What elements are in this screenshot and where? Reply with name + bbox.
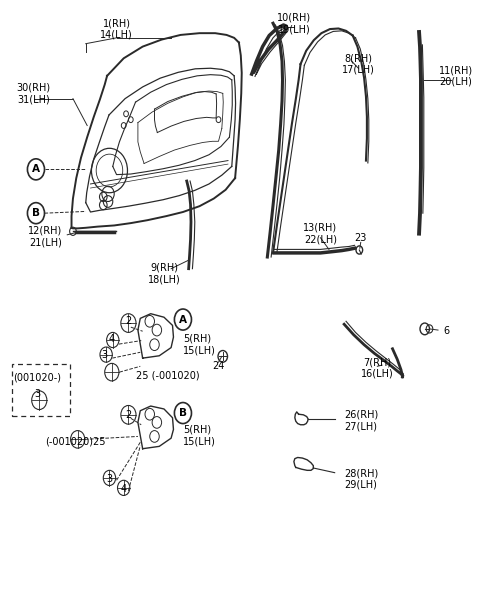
Text: 4: 4 — [120, 484, 127, 494]
Text: 5(RH)
15(LH): 5(RH) 15(LH) — [183, 424, 216, 446]
Text: A: A — [32, 165, 40, 174]
Text: 13(RH)
22(LH): 13(RH) 22(LH) — [303, 223, 337, 244]
Text: 8(RH)
17(LH): 8(RH) 17(LH) — [342, 53, 375, 75]
Text: 4: 4 — [109, 334, 115, 344]
Text: 10(RH)
19(LH): 10(RH) 19(LH) — [277, 12, 312, 34]
Text: (-001020)25: (-001020)25 — [46, 436, 106, 446]
Text: B: B — [32, 208, 40, 218]
Text: 3: 3 — [107, 474, 112, 484]
Text: 24: 24 — [212, 361, 225, 371]
Text: 26(RH)
27(LH): 26(RH) 27(LH) — [344, 410, 378, 431]
Text: 1(RH)
14(LH): 1(RH) 14(LH) — [100, 18, 133, 40]
Text: 7(RH)
16(LH): 7(RH) 16(LH) — [361, 358, 394, 379]
Text: A: A — [179, 314, 187, 325]
Text: 23: 23 — [355, 232, 367, 242]
Text: 30(RH)
31(LH): 30(RH) 31(LH) — [16, 83, 51, 104]
Text: (001020-): (001020-) — [13, 373, 61, 383]
Text: 11(RH)
20(LH): 11(RH) 20(LH) — [439, 65, 473, 87]
Text: 12(RH)
21(LH): 12(RH) 21(LH) — [28, 226, 62, 247]
Text: 5(RH)
15(LH): 5(RH) 15(LH) — [183, 334, 216, 356]
Text: 28(RH)
29(LH): 28(RH) 29(LH) — [344, 468, 378, 490]
Text: 6: 6 — [443, 326, 449, 336]
Text: 2: 2 — [125, 316, 132, 326]
Text: 25 (-001020): 25 (-001020) — [135, 371, 199, 381]
Text: 9(RH)
18(LH): 9(RH) 18(LH) — [148, 263, 180, 284]
Text: 3: 3 — [34, 389, 40, 399]
Text: B: B — [179, 408, 187, 418]
Text: 2: 2 — [125, 410, 132, 420]
Text: 3: 3 — [102, 350, 108, 360]
